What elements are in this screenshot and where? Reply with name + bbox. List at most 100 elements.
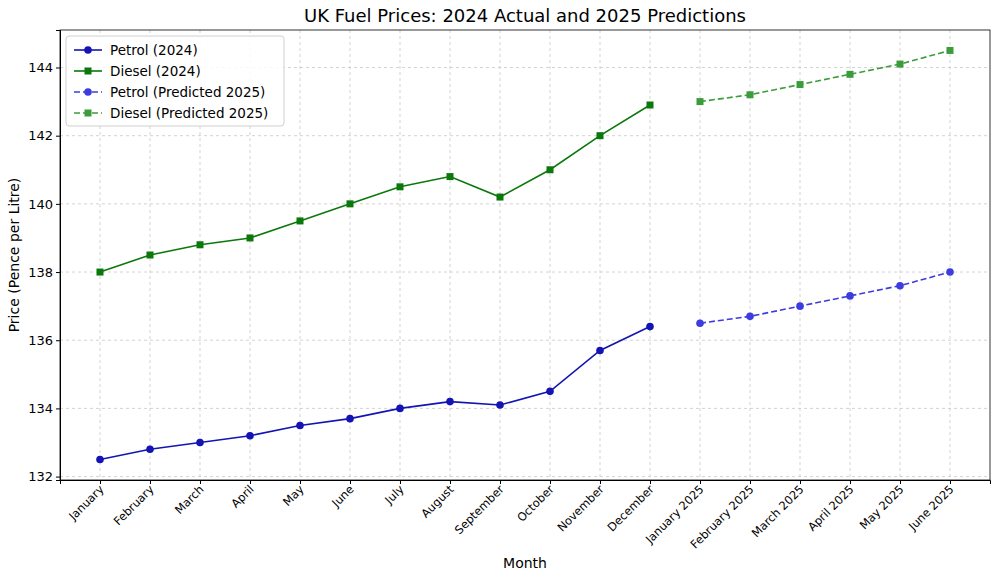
grid-line-y: [60, 272, 990, 273]
x-axis: JanuaryFebruaryMarchAprilMayJuneJulyAugu…: [61, 480, 991, 551]
x-tick: March: [172, 480, 207, 517]
grid-line-x: [550, 30, 551, 480]
series-marker: [247, 234, 254, 241]
y-axis-title: Price (Pence per Litre): [6, 178, 22, 333]
legend-marker: [84, 46, 92, 54]
x-tick-label: June 2025: [905, 482, 957, 534]
y-tick-mark: [56, 136, 60, 137]
grid-line-x: [700, 30, 701, 480]
x-tick: December: [605, 480, 657, 534]
x-tick-mark: [200, 480, 201, 484]
series-marker: [96, 456, 104, 464]
series-line: [100, 105, 650, 272]
x-tick: July: [381, 480, 406, 507]
y-tick: 144: [28, 60, 60, 75]
y-tick: 140: [28, 197, 60, 212]
legend-marker: [85, 110, 92, 117]
series-marker: [696, 319, 704, 327]
series-marker: [196, 439, 204, 447]
y-tick-mark: [56, 477, 60, 478]
x-tick: September: [452, 480, 507, 537]
x-tick-label: August: [418, 482, 457, 521]
series-marker: [947, 47, 954, 54]
series-marker: [346, 415, 354, 423]
series-marker: [146, 446, 154, 454]
y-tick: 134: [28, 401, 60, 416]
x-tick: June 2025: [905, 480, 957, 534]
series-marker: [647, 102, 654, 109]
series-marker: [396, 405, 404, 413]
legend: Petrol (2024)Diesel (2024)Petrol (Predic…: [66, 36, 284, 126]
x-tick-mark: [450, 480, 451, 484]
x-tick-label: February: [111, 482, 157, 528]
series-marker: [697, 98, 704, 105]
series-marker: [847, 71, 854, 78]
series-marker: [797, 81, 804, 88]
x-tick-mark: [150, 480, 151, 484]
series-marker: [296, 422, 304, 430]
y-tick-label: 140: [28, 197, 53, 212]
grid-line-x: [900, 30, 901, 480]
x-tick: February 2025: [687, 480, 756, 551]
grid-line-y: [60, 203, 990, 204]
grid-line-x: [500, 30, 501, 480]
x-tick: March 2025: [749, 480, 807, 540]
y-tick-label: 132: [28, 469, 53, 484]
y-tick-label: 144: [28, 60, 53, 75]
x-tick-label: February 2025: [687, 482, 756, 551]
series-marker: [246, 432, 254, 440]
grid-line-x: [950, 30, 951, 480]
x-tick: November: [554, 480, 606, 534]
x-tick-label: January: [65, 482, 107, 524]
series-marker: [896, 282, 904, 290]
grid-line-x: [650, 30, 651, 480]
legend-marker: [84, 88, 92, 96]
y-tick-mark: [56, 408, 60, 409]
series-marker: [197, 241, 204, 248]
legend-label: Diesel (Predicted 2025): [110, 105, 268, 121]
y-tick-label: 134: [28, 401, 53, 416]
x-tick-label: May 2025: [857, 482, 907, 532]
grid-line-x: [400, 30, 401, 480]
grid-line-y: [60, 408, 990, 409]
plot-frame: [60, 30, 990, 480]
x-tick: January: [65, 480, 107, 524]
series-marker: [746, 313, 754, 321]
x-tick-mark: [650, 480, 651, 484]
x-tick-mark: [850, 480, 851, 484]
plot-area: [96, 47, 954, 463]
series-marker: [397, 183, 404, 190]
x-tick-label: June: [328, 482, 356, 510]
series-marker: [946, 268, 954, 276]
y-tick-label: 138: [28, 265, 53, 280]
x-tick-label: March: [172, 482, 207, 517]
legend-label: Diesel (2024): [110, 63, 201, 79]
x-tick: August: [418, 480, 457, 521]
x-tick-label: September: [452, 482, 507, 537]
grid-line-y: [60, 340, 990, 341]
series-marker: [546, 388, 554, 396]
x-tick-mark: [350, 480, 351, 484]
y-tick: 142: [28, 128, 60, 143]
y-tick-label: 136: [28, 333, 53, 348]
series-marker: [297, 217, 304, 224]
legend-entry: Diesel (2024): [74, 63, 201, 79]
grid-line-x: [300, 30, 301, 480]
x-axis-line: [61, 481, 991, 485]
x-tick-label: March 2025: [749, 482, 807, 540]
x-tick-mark: [800, 480, 801, 484]
grid-line-x: [450, 30, 451, 480]
grid-line-x: [350, 30, 351, 480]
grid-line-y: [60, 135, 990, 136]
x-tick: May: [280, 480, 307, 509]
chart: JanuaryFebruaryMarchAprilMayJuneJulyAugu…: [0, 0, 1000, 580]
grid-line-x: [850, 30, 851, 480]
x-tick-label: July: [381, 482, 406, 507]
x-tick-label: December: [605, 482, 657, 534]
grid-line-x: [600, 30, 601, 480]
legend-marker: [85, 68, 92, 75]
y-tick: 132: [28, 469, 60, 484]
x-tick-mark: [300, 480, 301, 484]
series-marker: [747, 91, 754, 98]
legend-label: Petrol (Predicted 2025): [110, 84, 265, 100]
